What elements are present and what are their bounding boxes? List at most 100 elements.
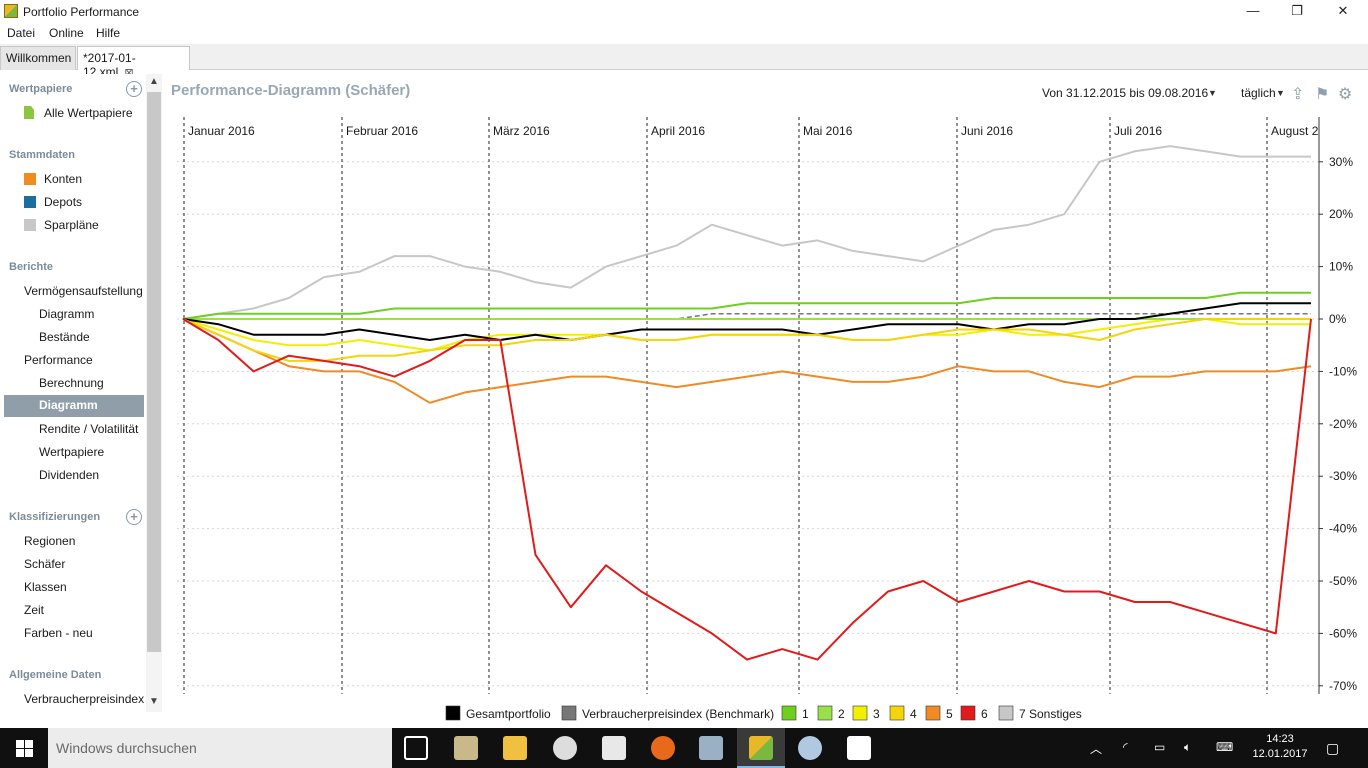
- paint-icon[interactable]: [798, 736, 822, 760]
- y-tick-label: -10%: [1329, 364, 1357, 378]
- battery-icon[interactable]: ▭: [1154, 740, 1166, 754]
- keyboard-icon[interactable]: ⌨: [1216, 740, 1234, 754]
- series-line-7: [182, 318, 1312, 404]
- scroll-up-icon[interactable]: ▲: [149, 76, 159, 87]
- search-placeholder: Windows durchsuchen: [56, 740, 197, 756]
- menu-hilfe[interactable]: Hilfe: [96, 26, 121, 40]
- sidebar-item-dividenden[interactable]: Dividenden: [39, 468, 100, 482]
- menu-online[interactable]: Online: [49, 26, 84, 40]
- scroll-thumb[interactable]: [147, 92, 161, 652]
- sidebar-item-zeit[interactable]: Zeit: [24, 603, 45, 617]
- volume-icon[interactable]: 🔈︎: [1184, 740, 1192, 754]
- close-icon[interactable]: ⊠: [124, 67, 134, 79]
- legend-swatch[interactable]: [925, 705, 941, 721]
- legend-swatch[interactable]: [817, 705, 833, 721]
- sidebar-item-konten[interactable]: Konten: [24, 172, 82, 186]
- series-line-6: [182, 318, 1311, 362]
- map-app-icon[interactable]: [454, 736, 478, 760]
- month-label: August 2: [1271, 124, 1319, 138]
- sidebar-item-berechnung[interactable]: Berechnung: [39, 376, 104, 390]
- legend-swatch[interactable]: [960, 705, 976, 721]
- legend-swatch[interactable]: [445, 705, 461, 721]
- sidebar-item-diagramm-performance[interactable]: Diagramm: [4, 395, 144, 417]
- date-range-label[interactable]: Von 31.12.2015 bis 09.08.2016: [1042, 86, 1209, 100]
- month-label: Juli 2016: [1114, 124, 1162, 138]
- add-icon[interactable]: +: [126, 509, 142, 525]
- sidebar-item-farben-neu[interactable]: Farben - neu: [24, 626, 93, 640]
- close-button[interactable]: ✕: [1337, 3, 1349, 18]
- legend-swatch[interactable]: [781, 705, 797, 721]
- performance-chart: 30% 20% 10% 0% -10% -20% -30% -40% -50% -60% -70% J…: [177, 117, 1357, 694]
- tab-label: Willkommen: [6, 51, 72, 65]
- y-tick-label: -50%: [1329, 574, 1357, 588]
- sidebar-item-diagramm-vermoegen[interactable]: Diagramm: [39, 307, 95, 321]
- file-explorer-icon[interactable]: [503, 736, 527, 760]
- legend-label: 6: [981, 707, 988, 721]
- chevron-up-icon[interactable]: ︿: [1090, 742, 1103, 756]
- windows-start-icon[interactable]: [0, 728, 48, 768]
- y-tick-label: 20%: [1329, 207, 1353, 221]
- editor-tabs: Willkommen *2017-01-12.xml ⊠: [0, 44, 1368, 79]
- sidebar-item-bestaende[interactable]: Bestände: [39, 330, 90, 344]
- portfolio-performance-icon[interactable]: [749, 736, 773, 760]
- firefox-icon[interactable]: [651, 736, 675, 760]
- legend-swatch[interactable]: [561, 705, 577, 721]
- legend-label: 1: [802, 707, 809, 721]
- sidebar-item-wertpapiere[interactable]: Wertpapiere: [39, 445, 105, 459]
- chevron-down-icon[interactable]: ▼: [1208, 88, 1217, 98]
- sidebar-item-performance[interactable]: Performance: [24, 353, 93, 367]
- sidebar-item-vermoegensaufstellung[interactable]: Vermögensaufstellung: [24, 284, 143, 298]
- month-label: Juni 2016: [961, 124, 1013, 138]
- legend-swatch[interactable]: [998, 705, 1014, 721]
- sidebar-item-rendite-volatilitaet[interactable]: Rendite / Volatilität: [39, 422, 139, 436]
- series-line-9: [182, 145, 1311, 320]
- sparplaene-icon: [24, 219, 36, 231]
- month-label: März 2016: [493, 124, 550, 138]
- sidebar-item-klassen[interactable]: Klassen: [24, 580, 67, 594]
- legend-label: 7 Sonstiges: [1019, 707, 1082, 721]
- tab-willkommen[interactable]: Willkommen: [0, 46, 76, 70]
- legend-label: 4: [910, 707, 917, 721]
- calculator-icon[interactable]: [602, 736, 626, 760]
- scroll-down-icon[interactable]: ▼: [149, 696, 159, 707]
- month-label: Februar 2016: [346, 124, 418, 138]
- windows-taskbar: Windows durchsuchen ︿ ◜ ▭ 🔈︎ ⌨ 14:23 12.…: [0, 728, 1368, 768]
- section-wertpapiere: Wertpapiere: [9, 83, 73, 95]
- chevron-down-icon[interactable]: ▼: [1276, 88, 1285, 98]
- sidebar-item-sparplaene[interactable]: Sparpläne: [24, 218, 99, 232]
- sidebar-item-depots[interactable]: Depots: [24, 195, 82, 209]
- legend-label: Verbraucherpreisindex (Benchmark): [582, 707, 774, 721]
- sidebar-item-alle-wertpapiere[interactable]: Alle Wertpapiere: [24, 106, 133, 120]
- notification-icon[interactable]: ▢: [1326, 740, 1340, 756]
- clock-app-icon[interactable]: [553, 736, 577, 760]
- legend-swatch[interactable]: [852, 705, 868, 721]
- sidebar-item-schaefer[interactable]: Schäfer: [24, 557, 66, 571]
- clock-time: 14:23: [1266, 733, 1294, 745]
- clock-date: 12.01.2017: [1252, 748, 1308, 760]
- menu-datei[interactable]: Datei: [7, 26, 36, 40]
- interval-label[interactable]: täglich: [1241, 86, 1276, 100]
- tools-app-icon[interactable]: [699, 736, 723, 760]
- wifi-icon[interactable]: ◜: [1123, 740, 1128, 754]
- chart-legend: Gesamtportfolio Verbraucherpreisindex (Be…: [445, 705, 1082, 721]
- legend-swatch[interactable]: [889, 705, 905, 721]
- sidebar-scrollbar[interactable]: ▲ ▼: [146, 74, 162, 712]
- taskbar-search-input[interactable]: Windows durchsuchen: [48, 728, 392, 768]
- y-tick-label: 0%: [1329, 312, 1347, 326]
- sidebar-item-regionen[interactable]: Regionen: [24, 534, 76, 548]
- maximize-button[interactable]: ❐: [1291, 3, 1303, 18]
- series-line-8: [182, 318, 1312, 661]
- taskbar-clock[interactable]: 14:23 12.01.2017: [1250, 732, 1310, 762]
- bookmark-icon[interactable]: ⚑: [1315, 86, 1330, 103]
- minimize-button[interactable]: —: [1246, 3, 1260, 18]
- month-label: Januar 2016: [188, 124, 255, 138]
- export-icon[interactable]: ⇪: [1291, 86, 1305, 103]
- photos-icon[interactable]: [847, 736, 871, 760]
- tab-file[interactable]: *2017-01-12.xml ⊠: [77, 46, 190, 79]
- gear-icon[interactable]: ⚙: [1338, 86, 1353, 103]
- depots-icon: [24, 196, 36, 208]
- y-tick-label: -20%: [1329, 417, 1357, 431]
- add-icon[interactable]: +: [126, 81, 142, 97]
- sidebar-item-verbraucherpreisindex[interactable]: Verbraucherpreisindex: [24, 692, 145, 706]
- task-view-icon[interactable]: [404, 736, 428, 760]
